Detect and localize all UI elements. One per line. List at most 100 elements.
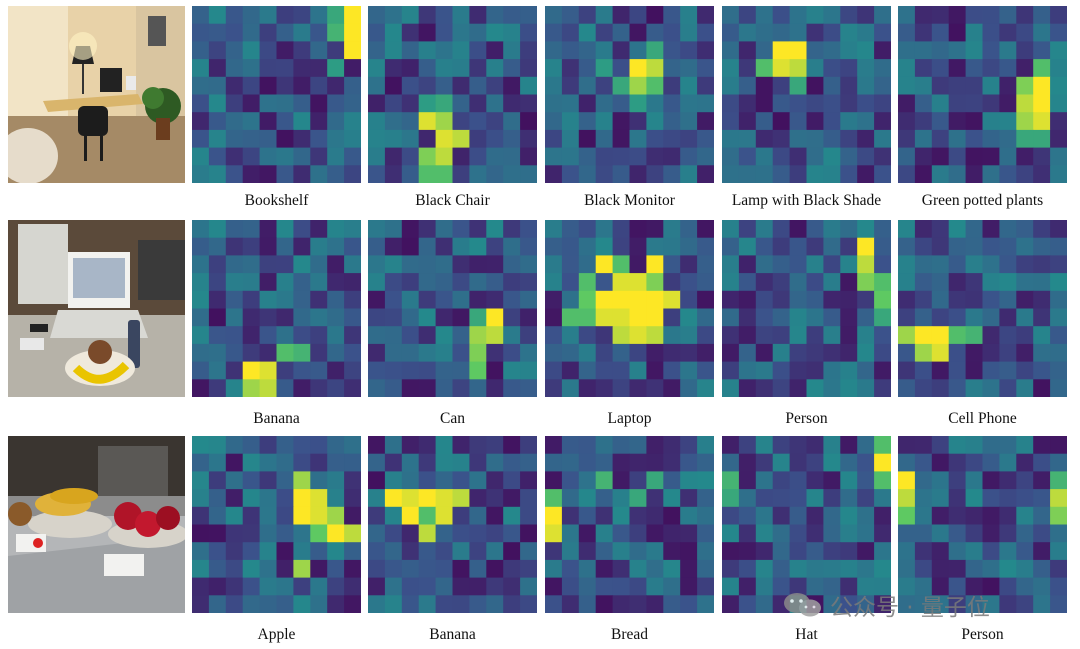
- heatmap-cell: [697, 76, 714, 95]
- heatmap-cell: [1050, 595, 1067, 613]
- heatmap-cell: [914, 308, 933, 327]
- heatmap-cell: [898, 361, 916, 380]
- heatmap-cell: [874, 524, 891, 543]
- heatmap-cell: [401, 436, 420, 455]
- heatmap-cell: [192, 165, 210, 183]
- heatmap-cell: [806, 577, 824, 596]
- heatmap-cell: [914, 147, 933, 166]
- heatmap-cell: [697, 165, 714, 183]
- heatmap-cell: [948, 524, 967, 543]
- heatmap-cell: [208, 129, 227, 149]
- heatmap-cell: [595, 237, 614, 256]
- heatmap-cell: [738, 471, 757, 490]
- heatmap-cell: [840, 326, 858, 345]
- heatmap-cell: [857, 255, 875, 274]
- heatmap-cell: [192, 436, 210, 455]
- heatmap-cell: [646, 94, 664, 113]
- heatmap-cell: [225, 273, 244, 292]
- heatmap-cell: [772, 524, 791, 543]
- heatmap-cell: [259, 506, 277, 525]
- heatmap-cell: [948, 506, 967, 525]
- heatmap-cell: [595, 112, 614, 131]
- heatmap-cell: [931, 59, 950, 78]
- heatmap-cell: [1033, 23, 1051, 42]
- heatmap-cell: [259, 76, 277, 95]
- heatmap-cell: [931, 237, 950, 256]
- heatmap-cell: [999, 436, 1017, 455]
- heatmap-cell: [612, 6, 630, 25]
- heatmap-cell: [259, 308, 277, 327]
- heatmap-cell: [874, 237, 891, 256]
- heatmap-cell: [452, 379, 470, 397]
- heatmap-cell: [1033, 255, 1051, 274]
- heatmap-cell: [755, 361, 774, 380]
- heatmap-cell: [368, 379, 386, 397]
- heatmap-cell: [561, 255, 580, 274]
- heatmap-cell: [545, 94, 563, 113]
- heatmap-cell: [259, 361, 277, 380]
- heatmap-label: Apple: [257, 626, 296, 643]
- heatmap-cell: [242, 237, 261, 256]
- heatmap-cell: [368, 23, 386, 42]
- heatmap-cell: [344, 147, 361, 166]
- heatmap-cell: [384, 59, 403, 78]
- heatmap-cell: [503, 255, 521, 274]
- heatmap-cell: [663, 542, 681, 561]
- heatmap-cell: [857, 559, 875, 579]
- heatmap-cell: [384, 147, 403, 166]
- heatmap-cell: [225, 129, 244, 149]
- heatmap-cell: [823, 6, 841, 25]
- heatmap-cell: [368, 237, 386, 256]
- heatmap-cell: [1050, 506, 1067, 525]
- heatmap-cell: [293, 542, 311, 561]
- heatmap: [368, 220, 537, 397]
- heatmap-cell: [999, 343, 1017, 363]
- heatmap-cell: [293, 165, 311, 183]
- heatmap-cell: [368, 308, 386, 327]
- heatmap-cell: [293, 129, 311, 149]
- heatmap-cell: [327, 524, 345, 543]
- heatmap-cell: [276, 343, 294, 363]
- heatmap-cell: [520, 273, 537, 292]
- heatmap-cell: [401, 343, 420, 363]
- heatmap-cell: [435, 6, 453, 25]
- heatmap-cell: [344, 489, 361, 508]
- heatmap-cell: [999, 489, 1017, 508]
- heatmap-cell: [722, 112, 740, 131]
- heatmap-cell: [806, 237, 824, 256]
- heatmap-cell: [1033, 506, 1051, 525]
- heatmap-cell: [755, 471, 774, 490]
- heatmap-cell: [192, 6, 210, 25]
- heatmap-cell: [384, 308, 403, 327]
- heatmap-cell: [948, 489, 967, 508]
- heatmap-cell: [418, 308, 437, 327]
- heatmap: [368, 436, 537, 613]
- heatmap-cell: [561, 23, 580, 42]
- heatmap-cell: [755, 112, 774, 131]
- heatmap-cell: [680, 453, 698, 472]
- heatmap-cell: [982, 290, 1000, 309]
- heatmap-cell: [452, 76, 470, 95]
- heatmap-cell: [276, 129, 294, 149]
- heatmap-cell: [931, 379, 950, 397]
- heatmap-cell: [452, 542, 470, 561]
- heatmap-cell: [999, 220, 1017, 239]
- heatmap-cell: [435, 290, 453, 309]
- heatmap-cell: [561, 524, 580, 543]
- heatmap-cell: [520, 220, 537, 239]
- heatmap-cell: [452, 273, 470, 292]
- heatmap-cell: [418, 559, 437, 579]
- heatmap-cell: [722, 308, 740, 327]
- heatmap-cell: [192, 94, 210, 113]
- heatmap-cell: [327, 129, 345, 149]
- heatmap-cell: [722, 6, 740, 25]
- heatmap-cell: [469, 6, 487, 25]
- heatmap-cell: [293, 361, 311, 380]
- heatmap-cell: [1050, 59, 1067, 78]
- heatmap-cell: [840, 41, 858, 60]
- heatmap-cell: [857, 524, 875, 543]
- heatmap-cell: [999, 129, 1017, 149]
- heatmap-cell: [452, 343, 470, 363]
- heatmap-cell: [452, 308, 470, 327]
- heatmap-cell: [276, 147, 294, 166]
